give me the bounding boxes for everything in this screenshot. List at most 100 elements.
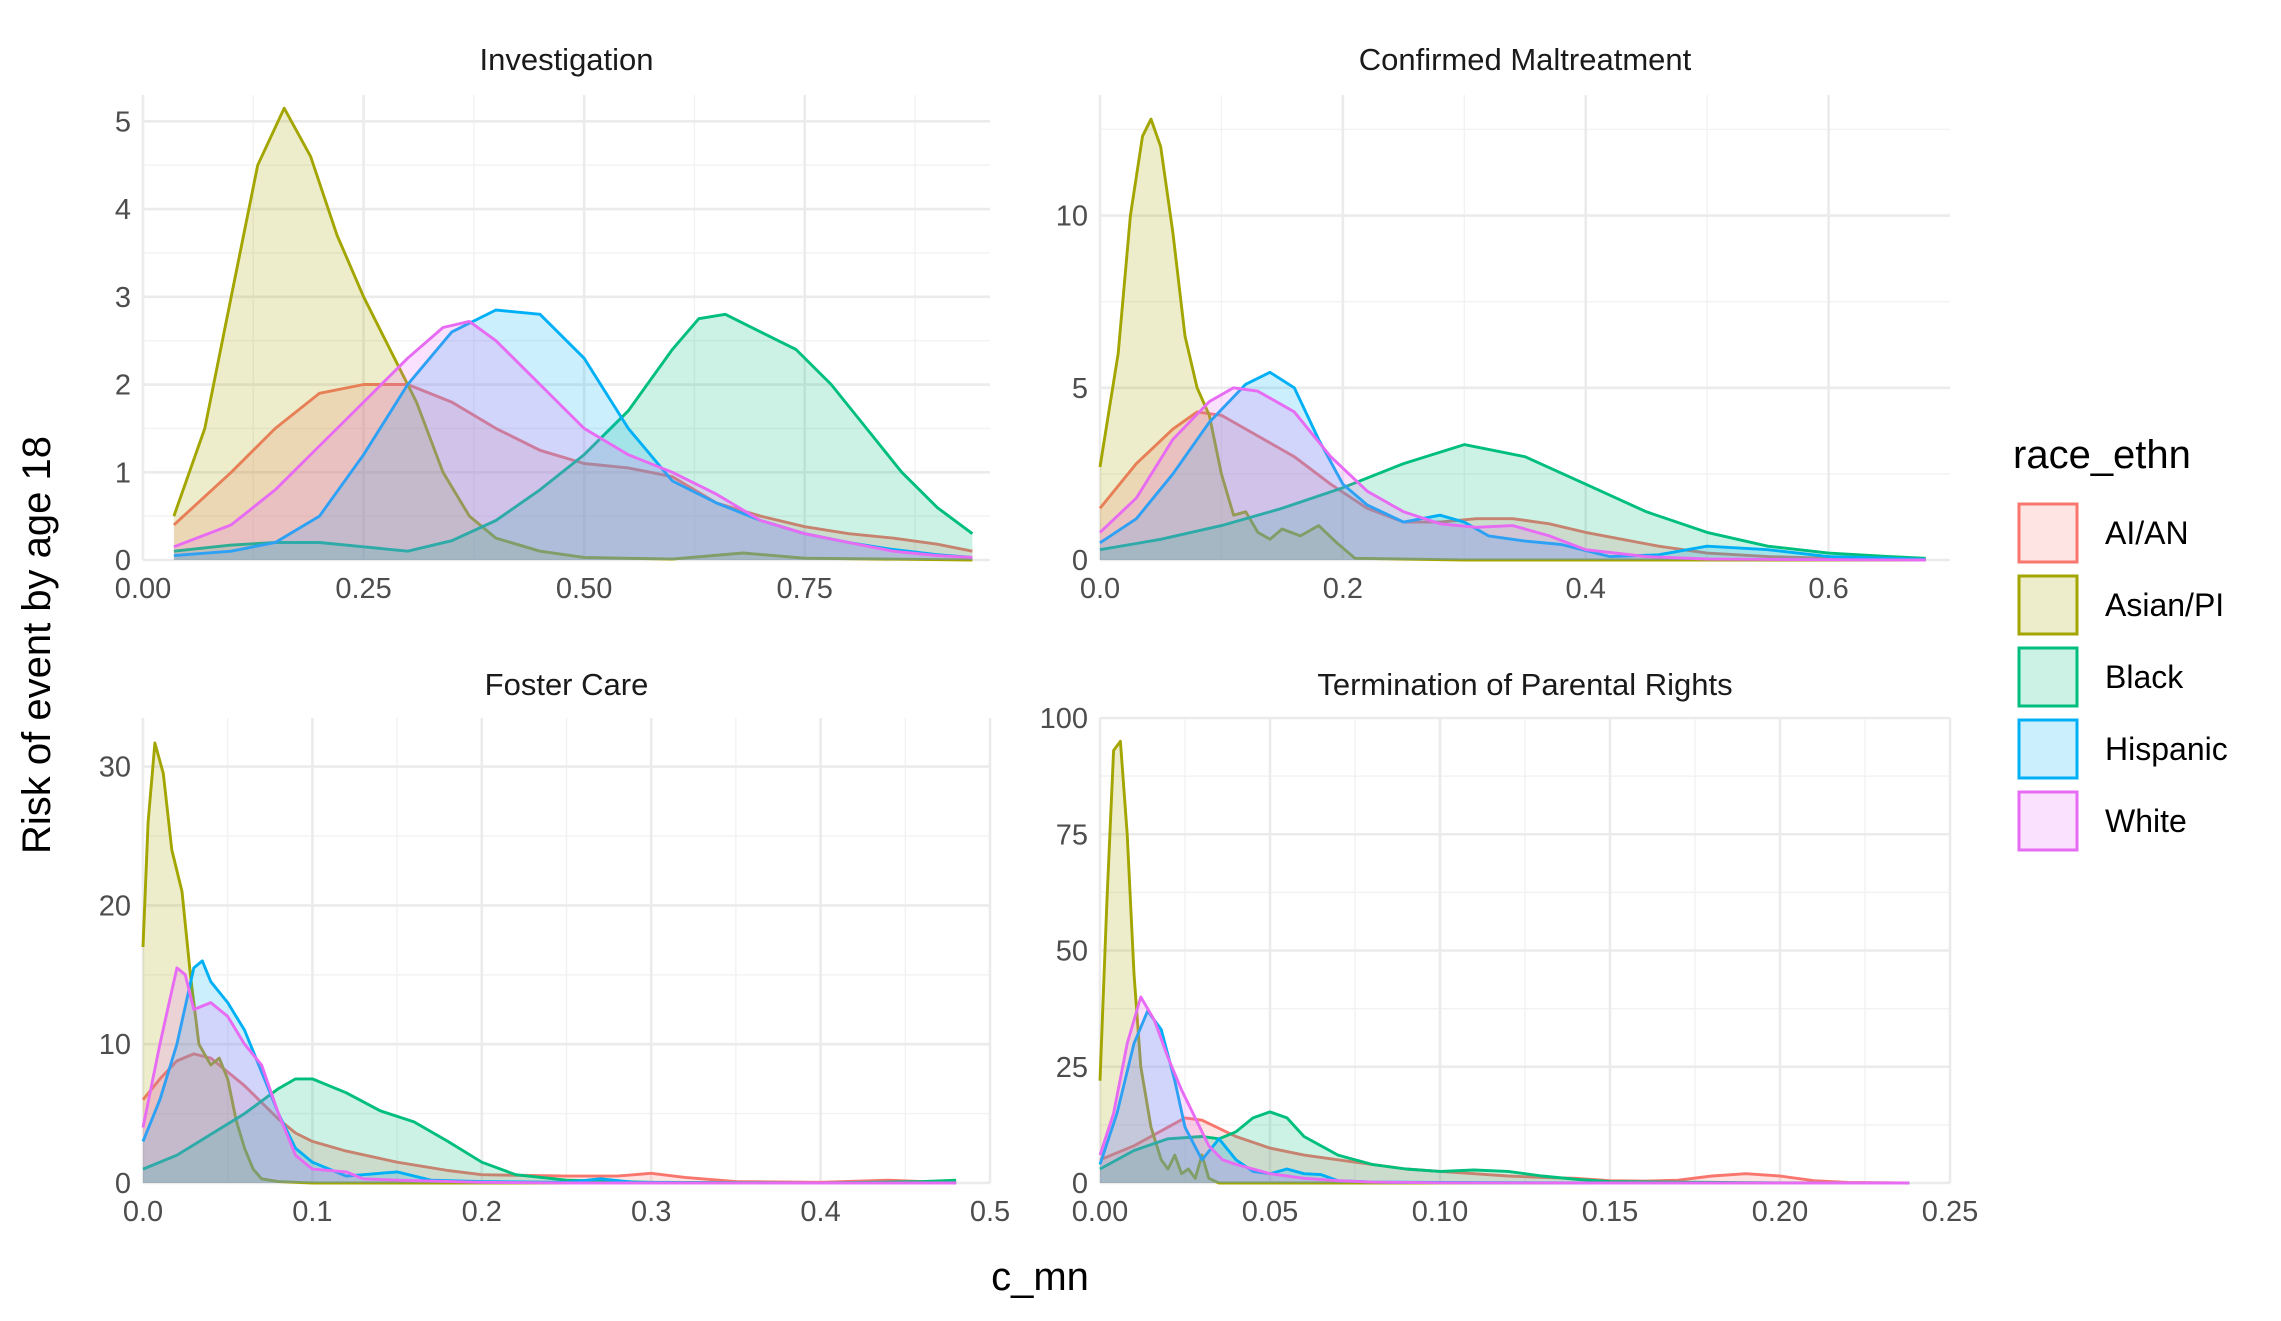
legend-label: Asian/PI — [2105, 587, 2224, 623]
density-area-white — [143, 967, 957, 1183]
legend-swatch — [2017, 502, 2079, 564]
y-tick-label: 100 — [1040, 703, 1088, 735]
legend-item-asian-pi: Asian/PI — [2015, 572, 2224, 638]
density-area-hispanic — [173, 310, 973, 560]
density-area-asian-pi — [173, 108, 973, 560]
legend-key-background — [2015, 500, 2081, 566]
density-area-white — [173, 321, 973, 560]
legend-swatch — [2017, 718, 2079, 780]
legend-item-hispanic: Hispanic — [2015, 716, 2228, 782]
gridlines — [141, 718, 992, 1185]
legend-key-background — [2015, 788, 2081, 854]
x-tick-label: 0.3 — [631, 1196, 671, 1228]
y-tick-label: 2 — [115, 370, 131, 402]
density-area-white — [1100, 997, 1910, 1183]
facet-investigation: Investigation 0.00 0.25 0.50 0.75 0 1 2 3 4 5 — [115, 42, 990, 605]
x-tick-label: 0.4 — [1566, 573, 1606, 605]
x-tick-label: 0.2 — [1323, 573, 1363, 605]
legend-swatch — [2017, 646, 2079, 708]
legend-item-black: Black — [2015, 644, 2184, 710]
y-tick-label: 4 — [115, 194, 131, 226]
facet-title: Investigation — [479, 42, 653, 77]
legend-swatch — [2017, 790, 2079, 852]
density-line-white — [1098, 995, 1910, 1185]
y-tick-label: 10 — [1056, 201, 1088, 233]
y-tick-label: 5 — [115, 106, 131, 138]
x-tick-label: 0.25 — [1922, 1196, 1978, 1228]
density-line-black — [1099, 1110, 1910, 1185]
x-tick-label: 0.75 — [776, 573, 832, 605]
x-tick-label: 0.1 — [292, 1196, 332, 1228]
y-tick-label: 30 — [99, 752, 131, 784]
density-line-ai-an — [172, 383, 973, 553]
density-line-asian-pi — [1098, 117, 1926, 562]
density-line-asian-pi — [141, 741, 957, 1185]
legend-label: White — [2105, 803, 2187, 839]
density-area-ai-an — [1100, 411, 1926, 560]
density-line-white — [141, 966, 957, 1185]
density-area-ai-an — [143, 1053, 957, 1183]
y-axis-title: Risk of event by age 18 — [15, 436, 59, 854]
x-tick-label: 0.25 — [335, 573, 391, 605]
legend-keys: AI/AN Asian/PI Black Hispanic White — [2015, 500, 2228, 854]
density-line-white — [173, 319, 973, 559]
facet-title: Termination of Parental Rights — [1317, 667, 1732, 702]
y-tick-label: 3 — [115, 282, 131, 314]
density-area-hispanic — [143, 960, 957, 1183]
x-tick-label: 0.50 — [556, 573, 612, 605]
x-tick-label: 0.20 — [1752, 1196, 1808, 1228]
legend-item-ai-an: AI/AN — [2015, 500, 2189, 566]
y-tick-label: 0 — [1072, 1168, 1088, 1200]
density-line-hispanic — [141, 959, 957, 1185]
x-tick-label: 0.2 — [462, 1196, 502, 1228]
x-tick-label: 0.00 — [1072, 1196, 1128, 1228]
gridlines — [1098, 716, 1952, 1185]
y-tick-label: 25 — [1056, 1052, 1088, 1084]
density-line-black — [173, 312, 974, 553]
legend-key-background — [2015, 572, 2081, 638]
legend-title: race_ethn — [2013, 433, 2191, 477]
legend-label: Black — [2105, 659, 2184, 695]
legend-item-white: White — [2015, 788, 2187, 854]
density-area-ai-an — [1100, 1117, 1910, 1183]
y-tick-label: 1 — [115, 457, 131, 489]
x-tick-label: 0.15 — [1582, 1196, 1638, 1228]
density-area-hispanic — [1100, 372, 1926, 560]
legend-label: Hispanic — [2105, 731, 2228, 767]
x-tick-label: 0.4 — [800, 1196, 840, 1228]
density-area-asian-pi — [1100, 119, 1926, 560]
y-tick-label: 75 — [1056, 819, 1088, 851]
density-area-asian-pi — [143, 743, 957, 1183]
density-line-asian-pi — [172, 106, 973, 562]
y-tick-label: 5 — [1072, 373, 1088, 405]
y-tick-label: 20 — [99, 890, 131, 922]
x-tick-label: 0.5 — [970, 1196, 1010, 1228]
density-line-ai-an — [1098, 410, 1926, 561]
density-area-white — [1100, 387, 1926, 560]
density-area-hispanic — [1100, 1011, 1910, 1183]
y-tick-label: 10 — [99, 1029, 131, 1061]
x-tick-label: 0.10 — [1412, 1196, 1468, 1228]
density-line-ai-an — [1099, 1116, 1910, 1185]
density-series — [1098, 117, 1926, 562]
x-tick-label: 0.0 — [1080, 573, 1120, 605]
x-tick-label: 0.05 — [1242, 1196, 1298, 1228]
facet-title: Confirmed Maltreatment — [1359, 42, 1692, 77]
density-series — [172, 106, 974, 562]
x-tick-label: 0.6 — [1808, 573, 1848, 605]
facet-termination-of-parental-rights: Termination of Parental Rights 0.00 0.05 0.… — [1040, 667, 1979, 1228]
y-tick-label: 0 — [115, 545, 131, 577]
legend: race_ethn AI/AN Asian/PI Black Hispanic Whit… — [2013, 433, 2228, 854]
legend-key-background — [2015, 644, 2081, 710]
x-tick-label: 0.0 — [123, 1196, 163, 1228]
density-area-black — [143, 1078, 957, 1183]
legend-key-background — [2015, 716, 2081, 782]
facet-foster-care: Foster Care 0.0 0.1 0.2 0.3 0.4 0.5 0 10 20 30 — [99, 667, 1010, 1228]
x-tick-label: 0.00 — [115, 573, 171, 605]
facet-title: Foster Care — [485, 667, 649, 702]
density-area-asian-pi — [1100, 741, 1910, 1183]
legend-swatch — [2017, 574, 2079, 636]
x-axis-title: c_mn — [991, 1255, 1089, 1299]
density-line-black — [1099, 443, 1926, 560]
